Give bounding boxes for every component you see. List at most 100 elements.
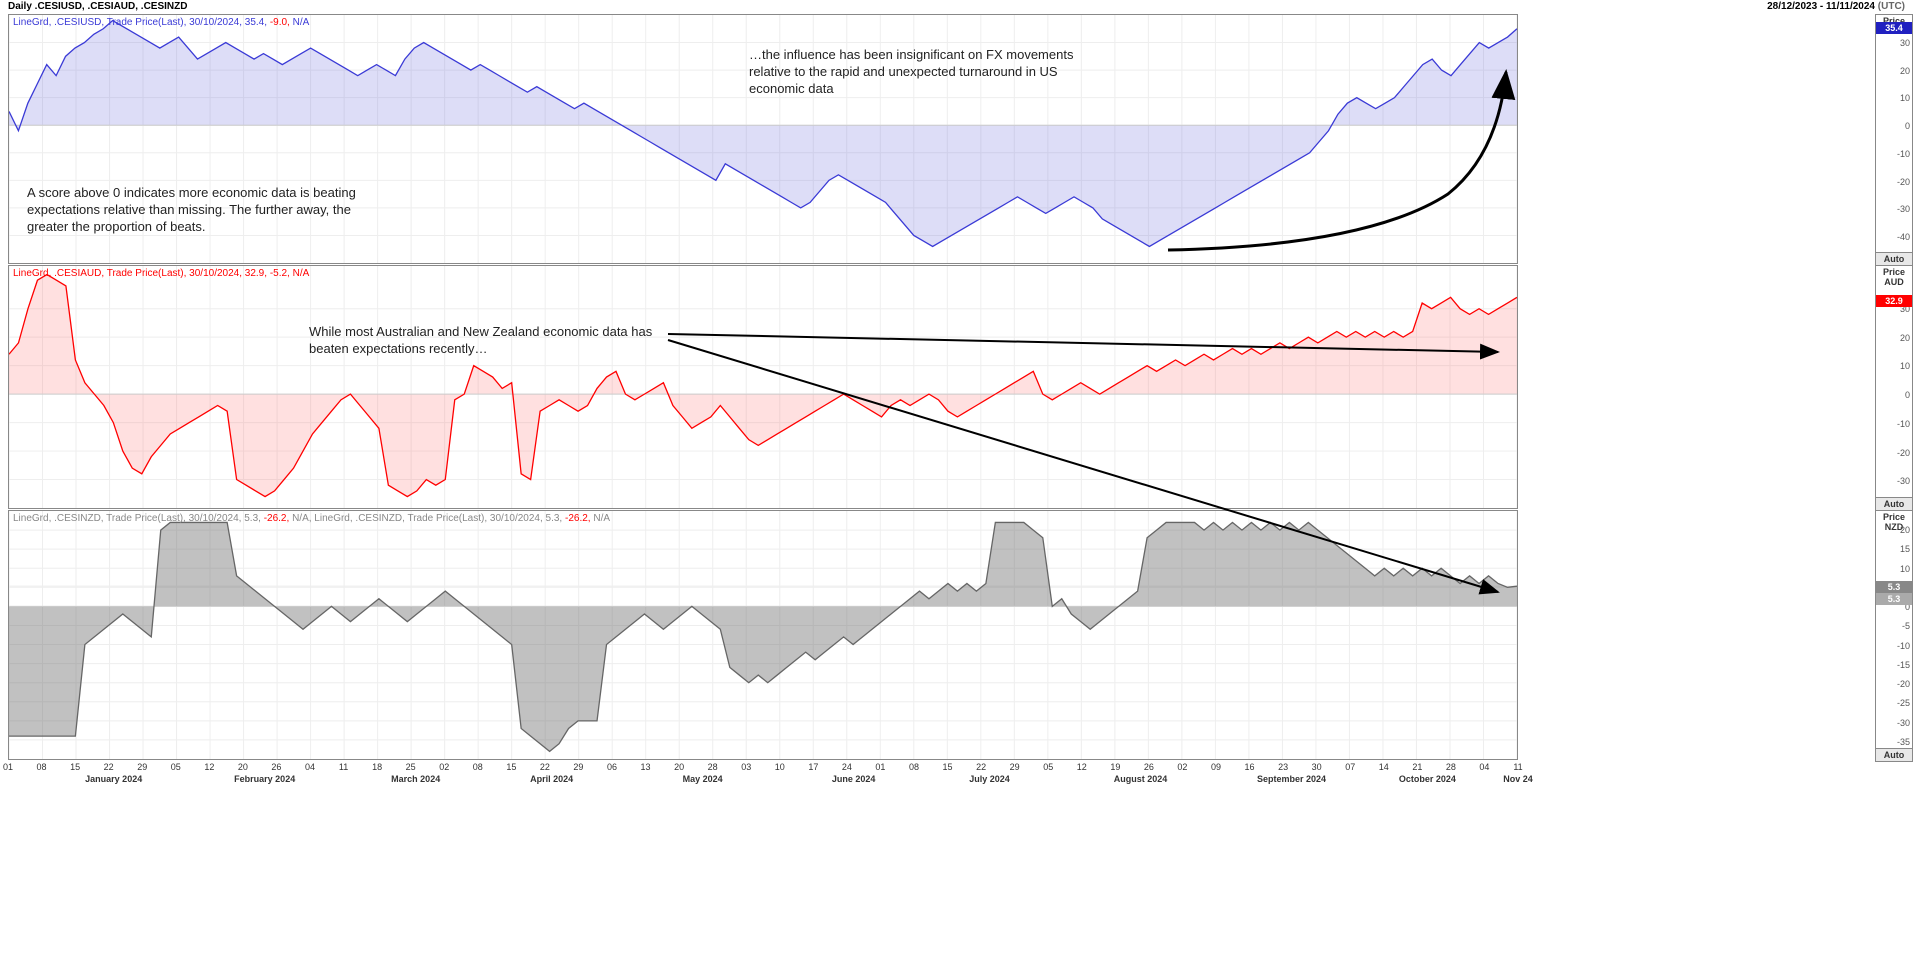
annotation-us-influence: …the influence has been insignificant on… (749, 47, 1109, 98)
panel-aud: LineGrd, .CESIAUD, Trade Price(Last), 30… (8, 265, 1518, 509)
x-tick: 23 (1278, 762, 1288, 772)
x-tick: 06 (607, 762, 617, 772)
x-axis: 0108152229051220260411182502081522290613… (8, 762, 1518, 790)
y-tick: -30 (1897, 476, 1910, 486)
x-tick: 28 (708, 762, 718, 772)
x-month-label: September 2024 (1257, 774, 1326, 784)
x-tick: 28 (1446, 762, 1456, 772)
x-tick: 05 (171, 762, 181, 772)
y-tick: -20 (1897, 679, 1910, 689)
x-tick: 15 (70, 762, 80, 772)
x-month-label: July 2024 (969, 774, 1010, 784)
price-marker: 32.9 (1876, 295, 1912, 307)
y-tick: -30 (1897, 718, 1910, 728)
y-tick: 30 (1900, 38, 1910, 48)
x-tick: 29 (573, 762, 583, 772)
title-left: Daily .CESIUSD, .CESIAUD, .CESINZD (8, 1, 187, 13)
x-tick: 04 (305, 762, 315, 772)
x-tick: 20 (238, 762, 248, 772)
x-tick: 25 (406, 762, 416, 772)
y-tick: -40 (1897, 232, 1910, 242)
annotation-aunz: While most Australian and New Zealand ec… (309, 324, 669, 358)
x-tick: 01 (3, 762, 13, 772)
x-tick: 26 (1144, 762, 1154, 772)
header-bar: Daily .CESIUSD, .CESIAUD, .CESINZD 28/12… (0, 0, 1913, 14)
x-tick: 07 (1345, 762, 1355, 772)
y-tick: 10 (1900, 361, 1910, 371)
y-tick: 15 (1900, 544, 1910, 554)
x-tick: 15 (506, 762, 516, 772)
y-tick: 20 (1900, 525, 1910, 535)
x-tick: 29 (1010, 762, 1020, 772)
auto-badge-nzd[interactable]: Auto (1875, 748, 1913, 762)
x-month-label: January 2024 (85, 774, 142, 784)
x-tick: 17 (808, 762, 818, 772)
x-tick: 12 (204, 762, 214, 772)
annotation-score-explain: A score above 0 indicates more economic … (27, 185, 387, 236)
x-month-label: April 2024 (530, 774, 573, 784)
y-tick: -10 (1897, 149, 1910, 159)
x-tick: 03 (741, 762, 751, 772)
x-tick: 08 (37, 762, 47, 772)
y-tick: -25 (1897, 698, 1910, 708)
panel-usd: LineGrd, .CESIUSD, Trade Price(Last), 30… (8, 14, 1518, 264)
price-marker: 35.4 (1876, 22, 1912, 34)
y-tick: -35 (1897, 737, 1910, 747)
x-tick: 02 (1177, 762, 1187, 772)
y-tick: 0 (1905, 121, 1910, 131)
y-tick: -30 (1897, 204, 1910, 214)
y-tick: -10 (1897, 419, 1910, 429)
y-tick: 10 (1900, 93, 1910, 103)
x-tick: 10 (775, 762, 785, 772)
x-tick: 30 (1312, 762, 1322, 772)
x-tick: 14 (1379, 762, 1389, 772)
title-right: 28/12/2023 - 11/11/2024 (UTC) (1767, 1, 1905, 13)
y-tick: 20 (1900, 66, 1910, 76)
x-tick: 22 (540, 762, 550, 772)
auto-badge-aud[interactable]: Auto (1875, 497, 1913, 511)
x-tick: 26 (271, 762, 281, 772)
x-tick: 04 (1479, 762, 1489, 772)
x-tick: 19 (1110, 762, 1120, 772)
legend-usd: LineGrd, .CESIUSD, Trade Price(Last), 30… (13, 17, 309, 28)
y-tick: -10 (1897, 641, 1910, 651)
x-tick: 11 (339, 762, 348, 772)
x-month-label: Nov 24 (1503, 774, 1533, 784)
x-month-label: March 2024 (391, 774, 440, 784)
x-tick: 02 (439, 762, 449, 772)
x-tick: 16 (1245, 762, 1255, 772)
x-tick: 12 (1077, 762, 1087, 772)
auto-badge-usd[interactable]: Auto (1875, 252, 1913, 266)
x-month-label: February 2024 (234, 774, 295, 784)
y-axis-nzd: Price NZD 20151055.30-5-10-15-20-25-30-3… (1875, 510, 1913, 760)
y-axis-usd: Price USD 3020100-10-20-30-4035.4 (1875, 14, 1913, 264)
x-tick: 15 (943, 762, 953, 772)
y-tick: -5 (1902, 621, 1910, 631)
y-tick: 20 (1900, 333, 1910, 343)
y-tick: 10 (1900, 564, 1910, 574)
x-tick: 08 (473, 762, 483, 772)
x-tick: 20 (674, 762, 684, 772)
x-month-label: October 2024 (1399, 774, 1456, 784)
x-tick: 13 (641, 762, 651, 772)
x-month-label: June 2024 (832, 774, 876, 784)
x-tick: 08 (909, 762, 919, 772)
y-tick: -20 (1897, 177, 1910, 187)
x-tick: 09 (1211, 762, 1221, 772)
y-tick: 0 (1905, 390, 1910, 400)
y-tick: -15 (1897, 660, 1910, 670)
x-tick: 21 (1412, 762, 1422, 772)
price-marker: 5.3 (1876, 593, 1912, 605)
x-month-label: August 2024 (1114, 774, 1168, 784)
x-tick: 24 (842, 762, 852, 772)
y-tick: -20 (1897, 448, 1910, 458)
panel-nzd: LineGrd, .CESINZD, Trade Price(Last), 30… (8, 510, 1518, 760)
x-tick: 11 (1513, 762, 1522, 772)
x-month-label: May 2024 (683, 774, 723, 784)
legend-aud: LineGrd, .CESIAUD, Trade Price(Last), 30… (13, 268, 309, 279)
legend-nzd: LineGrd, .CESINZD, Trade Price(Last), 30… (13, 513, 610, 524)
y-label-aud: Price AUD (1876, 268, 1912, 288)
x-tick: 29 (137, 762, 147, 772)
x-tick: 18 (372, 762, 382, 772)
price-marker: 5.3 (1876, 581, 1912, 593)
